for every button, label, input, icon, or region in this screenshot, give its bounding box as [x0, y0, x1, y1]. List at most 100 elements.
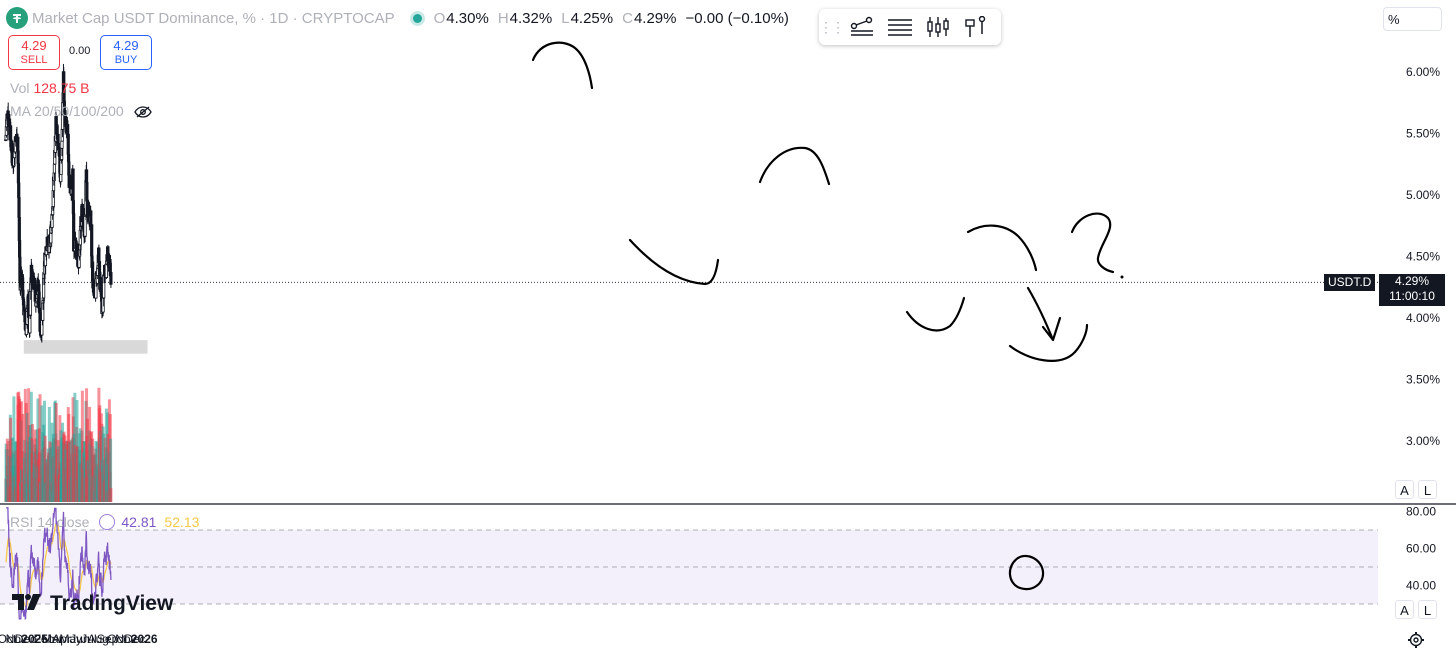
date-axis-tick: Apr [52, 632, 71, 646]
symbol-title[interactable]: Market Cap USDT Dominance, % · 1D · CRYP… [32, 9, 395, 27]
rsi-ma-value: 52.13 [164, 514, 200, 530]
date-axis-tick: Jul [81, 632, 96, 646]
volume-label: Vol [10, 80, 30, 96]
volume-value: 128.75 B [33, 80, 90, 96]
ohlc-high-value: 4.32% [509, 9, 553, 27]
settings-source-icon[interactable] [99, 514, 116, 530]
market-status-icon [412, 13, 422, 23]
last-price-badge: 4.29% 11:00:10 [1379, 274, 1445, 306]
sell-button[interactable]: 4.29 SELL [8, 35, 60, 70]
date-axis-tick: Mar [42, 632, 63, 646]
annotation-bottom-arc [628, 238, 720, 286]
brand-name: TradingView [50, 592, 174, 615]
candle-body [21, 277, 25, 291]
candle-body [59, 174, 63, 183]
percent-scale-button[interactable]: % [1383, 7, 1442, 31]
rsi-label: RSI 14 close [10, 514, 90, 530]
date-axis-tick: 2025 [21, 632, 48, 646]
date-axis-tick: Dec [15, 632, 36, 646]
price-axis-tick: 3.00% [1406, 434, 1440, 448]
date-axis-tick: Dec [124, 632, 145, 646]
spread-value: 0.00 [69, 45, 91, 57]
date-axis-tick: Feb [34, 632, 55, 646]
price-axis-tick: 5.50% [1406, 127, 1440, 141]
annotation-question-mark [1070, 212, 1115, 274]
annotation-question-dot [1120, 275, 1124, 279]
ma-label: MA 20/50/100/200 [10, 103, 124, 119]
date-axis-tick: Sep [97, 632, 119, 646]
candle-body [17, 217, 21, 241]
rsi-axis-tick: 60.00 [1406, 542, 1436, 556]
volume-bar [109, 488, 113, 502]
ohlc-high-key: H [497, 9, 509, 27]
flag-tool-icon[interactable] [957, 12, 995, 42]
price-axis-tick: 6.00% [1406, 65, 1440, 79]
rsi-log-scale-button[interactable]: L [1418, 600, 1437, 619]
volume-layer [4, 387, 113, 502]
price-axis-tick: 4.50% [1406, 250, 1440, 264]
annotation-top-arc [531, 41, 594, 90]
hidden-eye-icon[interactable] [133, 105, 152, 118]
drawing-toolbar: ⋮⋮ [819, 9, 1001, 45]
date-axis-tick: May [59, 632, 82, 646]
annotation-target-arc [1008, 323, 1089, 362]
date-axis-tick: Nov [115, 632, 136, 646]
annotation-top-arc-3 [966, 224, 1038, 272]
date-axis-tick: Oct [0, 632, 17, 646]
rsi-axis-tick: 40.00 [1406, 579, 1436, 593]
candles-layer [4, 63, 113, 343]
rsi-axis-tick: 80.00 [1406, 505, 1436, 519]
support-zone [23, 340, 148, 354]
tradingview-logo-icon [12, 592, 44, 616]
ohlc-close-value: 4.29% [633, 9, 677, 27]
price-change: −0.00 (−0.10%) [685, 9, 789, 27]
tradingview-brand: TradingView [12, 592, 173, 616]
sell-price: 4.29 [21, 38, 47, 53]
price-axis-tick: 4.00% [1406, 311, 1440, 325]
annotation-rsi-circle [1008, 554, 1045, 591]
settings-gear-icon[interactable] [1406, 630, 1426, 650]
auto-scale-button[interactable]: A [1395, 480, 1414, 499]
chart-header: Market Cap USDT Dominance, % · 1D · CRYP… [0, 6, 798, 30]
bar-countdown: 11:00:10 [1389, 289, 1435, 303]
ohlc-low-key: L [561, 9, 570, 27]
price-axis-tick: 3.50% [1406, 373, 1440, 387]
candle-body [109, 272, 113, 285]
buy-label: BUY [114, 54, 138, 66]
text-lines-tool-icon[interactable] [881, 12, 919, 42]
ohlc-open-value: 4.30% [446, 9, 489, 27]
volume-legend[interactable]: Vol 128.75 B [10, 80, 90, 96]
ohlc-low-value: 4.25% [570, 9, 614, 27]
rsi-legend[interactable]: RSI 14 close 42.81 52.13 [10, 514, 199, 530]
date-axis-tick: Oct [107, 632, 126, 646]
ma-legend[interactable]: MA 20/50/100/200 [10, 103, 152, 119]
drag-handle-icon[interactable]: ⋮⋮ [819, 18, 845, 35]
candles-tool-icon[interactable] [919, 12, 957, 42]
price-axis-tick: 5.00% [1406, 188, 1440, 202]
ohlc-close-key: C [622, 9, 633, 27]
annotation-down-arrow [1026, 286, 1062, 342]
buy-price: 4.29 [113, 38, 139, 53]
candle-body [17, 197, 21, 218]
volume-bar [102, 433, 106, 502]
annotation-bottom-arc-2 [905, 296, 966, 332]
candle-body [60, 140, 64, 149]
trendline-tool-icon[interactable] [843, 12, 881, 42]
buy-button[interactable]: 4.29 BUY [100, 35, 152, 70]
sell-label: SELL [20, 54, 48, 66]
tether-logo-icon [6, 7, 28, 29]
rsi-value: 42.81 [121, 514, 157, 530]
candle-body [52, 163, 57, 174]
rsi-auto-scale-button[interactable]: A [1395, 600, 1414, 619]
volume-bar [12, 396, 16, 502]
last-price-value: 4.29% [1394, 274, 1430, 288]
candle-body [49, 232, 53, 244]
log-scale-button[interactable]: L [1418, 480, 1437, 499]
date-axis-tick: 2026 [131, 632, 158, 646]
volume-bar [109, 438, 113, 502]
last-price-symbol: USDT.D [1324, 274, 1376, 291]
date-axis-tick: Nov [6, 632, 27, 646]
rsi-line [6, 507, 112, 620]
ohlc-open-key: O [433, 9, 446, 27]
